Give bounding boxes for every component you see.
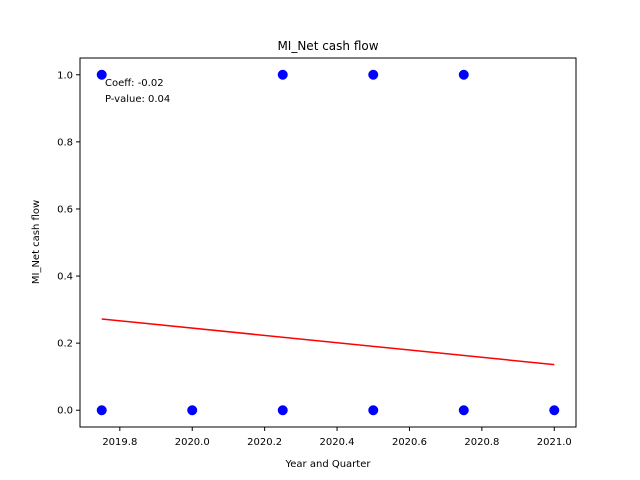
p-value-annotation: P-value: 0.04	[105, 94, 170, 105]
scatter-point	[458, 405, 469, 416]
x-tick-label: 2021.0	[537, 437, 572, 448]
y-tick-label: 0.4	[57, 272, 73, 283]
chart-title: MI_Net cash flow	[277, 39, 378, 53]
y-tick-label: 0.8	[57, 137, 73, 148]
scatter-point	[368, 405, 379, 416]
scatter-point	[277, 69, 288, 80]
regression-line	[101, 318, 555, 366]
scatter-point	[187, 405, 198, 416]
scatter-point	[368, 69, 379, 80]
plot-frame	[79, 57, 577, 428]
scatter-point	[458, 69, 469, 80]
scatter-point	[96, 69, 107, 80]
x-tick-label: 2019.8	[102, 437, 137, 448]
x-axis-label: Year and Quarter	[285, 459, 372, 470]
x-tick-label: 2020.6	[392, 437, 427, 448]
y-tick-label: 1.0	[57, 70, 73, 81]
scatter-point	[277, 405, 288, 416]
y-tick-label: 0.2	[57, 339, 73, 350]
coefficient-annotation: Coeff: -0.02	[105, 78, 164, 89]
scatter-point	[549, 405, 560, 416]
y-tick-label: 0.0	[57, 406, 73, 417]
y-axis-label: MI_Net cash flow	[31, 200, 42, 284]
x-tick-label: 2020.0	[175, 437, 210, 448]
y-tick-label: 0.6	[57, 204, 73, 215]
x-tick-label: 2020.4	[320, 437, 355, 448]
x-tick-label: 2020.8	[464, 437, 499, 448]
x-tick-label: 2020.2	[247, 437, 282, 448]
scatter-point	[96, 405, 107, 416]
